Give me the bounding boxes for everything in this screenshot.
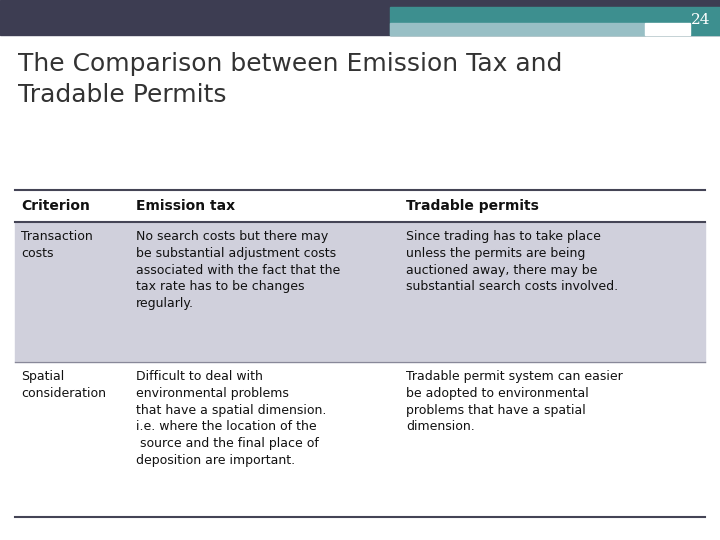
Text: Emission tax: Emission tax (136, 199, 235, 213)
Text: 24: 24 (690, 13, 710, 27)
Text: Tradable permits: Tradable permits (406, 199, 539, 213)
Bar (645, 23, 690, 35)
Bar (390, 7, 720, 35)
Text: The Comparison between Emission Tax and
Tradable Permits: The Comparison between Emission Tax and … (18, 52, 562, 106)
Text: Transaction
costs: Transaction costs (21, 230, 93, 260)
Text: No search costs but there may
be substantial adjustment costs
associated with th: No search costs but there may be substan… (136, 230, 341, 310)
Bar (15, 190, 705, 222)
Text: Difficult to deal with
environmental problems
that have a spatial dimension.
i.e: Difficult to deal with environmental pro… (136, 370, 326, 467)
Bar (0, 0, 720, 35)
Bar (15, 222, 705, 362)
Bar (390, 23, 645, 35)
Text: Spatial
consideration: Spatial consideration (21, 370, 106, 400)
Text: Tradable permit system can easier
be adopted to environmental
problems that have: Tradable permit system can easier be ado… (406, 370, 623, 434)
Text: Since trading has to take place
unless the permits are being
auctioned away, the: Since trading has to take place unless t… (406, 230, 618, 293)
Text: Criterion: Criterion (21, 199, 90, 213)
Bar (15, 362, 705, 517)
